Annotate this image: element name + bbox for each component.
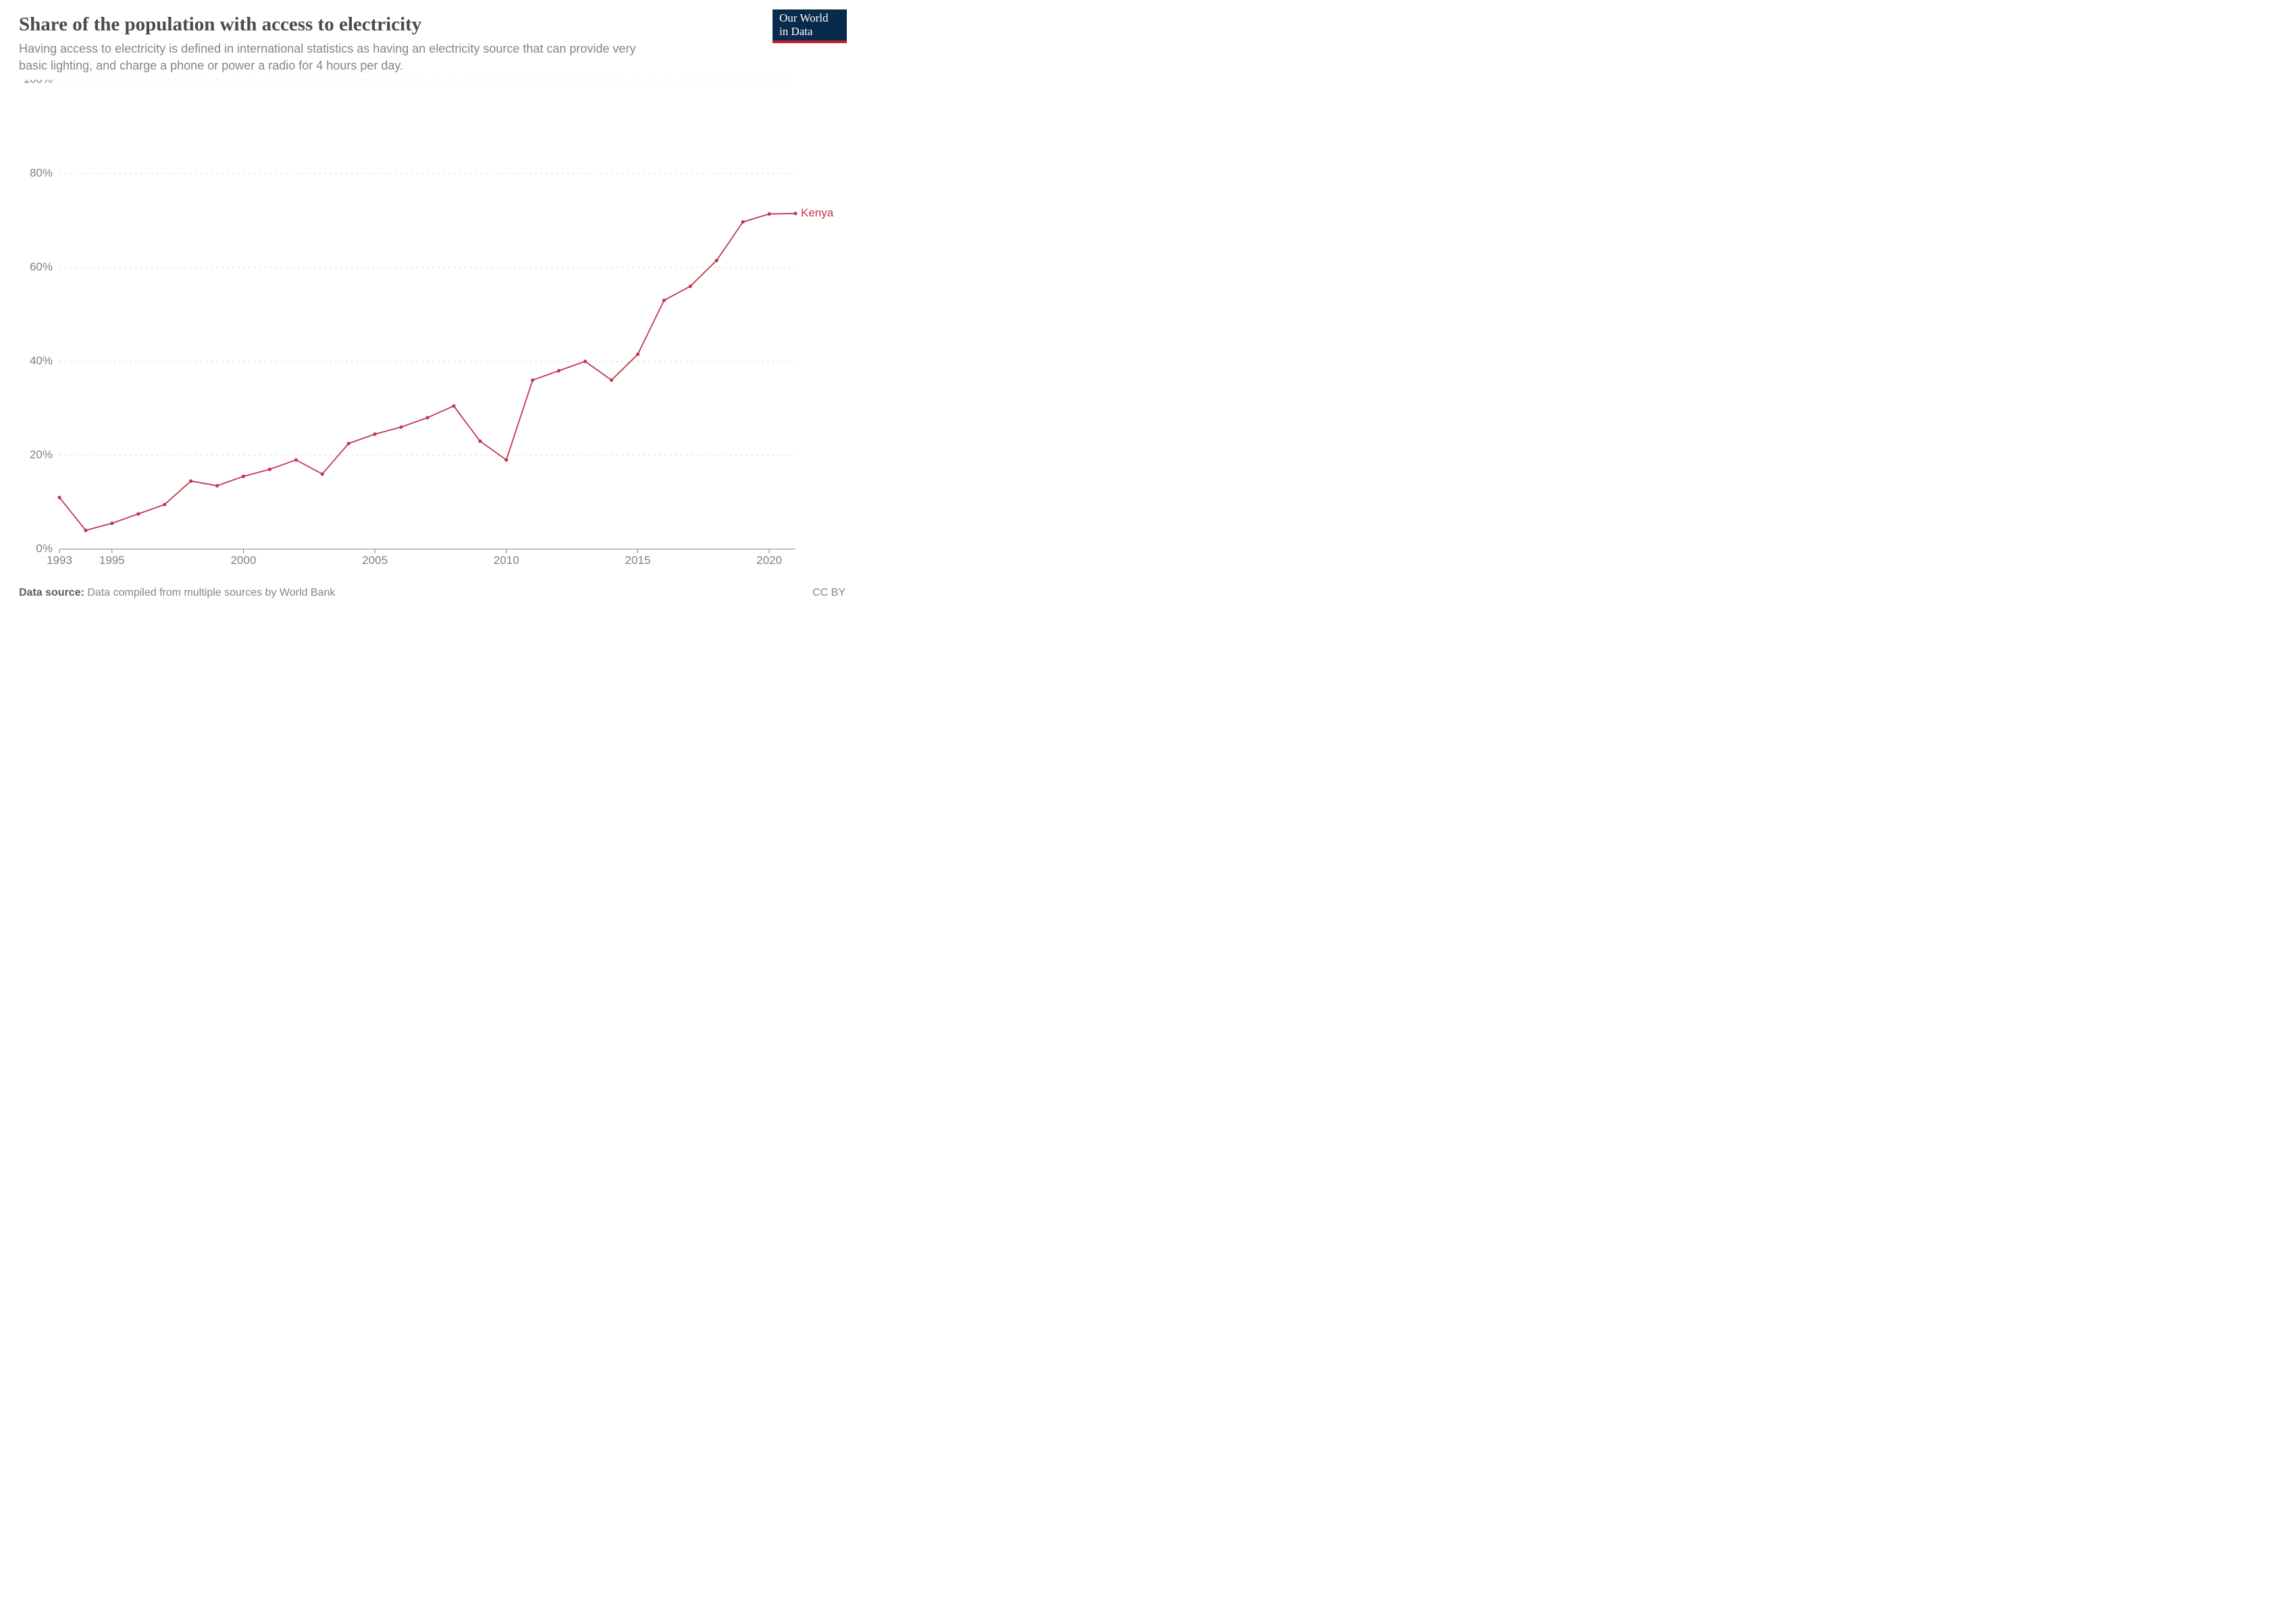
logo-line1: Our World (779, 11, 847, 25)
series-point (478, 440, 481, 443)
xtick-label: 1993 (47, 554, 72, 567)
chart-header: Share of the population with access to e… (19, 12, 845, 75)
series-point (110, 521, 113, 525)
series-point (452, 404, 455, 407)
xtick-label: 1995 (99, 554, 125, 567)
series-point (793, 211, 797, 215)
series-point (741, 220, 745, 224)
xtick-label: 2015 (625, 554, 651, 567)
data-source: Data source: Data compiled from multiple… (19, 587, 335, 599)
series-point (373, 432, 377, 436)
series-point (321, 472, 324, 475)
xtick-label: 2000 (231, 554, 257, 567)
series-point (268, 467, 271, 471)
ytick-label: 0% (36, 542, 53, 555)
series-point (504, 458, 508, 461)
logo-line2: in Data (779, 25, 847, 38)
ytick-label: 100% (24, 80, 53, 85)
series-point (425, 416, 429, 419)
ytick-label: 80% (30, 166, 53, 179)
series-point (189, 480, 192, 483)
series-point (84, 529, 87, 532)
license-text: CC BY (812, 587, 845, 599)
data-source-text: Data compiled from multiple sources by W… (87, 587, 335, 598)
series-point (610, 378, 613, 382)
xtick-label: 2005 (362, 554, 388, 567)
series-point (557, 369, 560, 372)
chart-title: Share of the population with access to e… (19, 12, 845, 36)
series-point (242, 475, 245, 478)
series-point (662, 299, 666, 302)
plot-area: 0% 20% 40% 60% 80% 100% 1993 1995 2000 2005 2010 20… (19, 80, 845, 572)
series-point (636, 353, 640, 356)
series-point (294, 458, 298, 461)
owid-logo: Our World in Data (773, 9, 847, 43)
chart-container: Share of the population with access to e… (0, 0, 864, 610)
line-chart-svg: 0% 20% 40% 60% 80% 100% 1993 1995 2000 2005 2010 20… (19, 80, 845, 572)
series-point (531, 378, 534, 382)
data-source-label: Data source: (19, 587, 84, 598)
series-point (163, 503, 166, 506)
series-point (136, 512, 140, 515)
ytick-label: 20% (30, 448, 53, 461)
series-point (767, 212, 771, 215)
series-point (583, 359, 587, 363)
ytick-label: 60% (30, 260, 53, 273)
series-point (689, 284, 692, 288)
xtick-label: 2010 (494, 554, 519, 567)
series-point (215, 484, 219, 488)
series-point (399, 426, 402, 429)
series-label-kenya: Kenya (801, 207, 834, 220)
chart-subtitle: Having access to electricity is defined … (19, 41, 667, 74)
series-point (57, 496, 61, 499)
series-line-kenya (59, 213, 795, 530)
series-point (347, 442, 350, 445)
ytick-label: 40% (30, 354, 53, 367)
series-point (715, 259, 719, 262)
xtick-label: 2020 (756, 554, 782, 567)
chart-footer: Data source: Data compiled from multiple… (19, 587, 845, 599)
